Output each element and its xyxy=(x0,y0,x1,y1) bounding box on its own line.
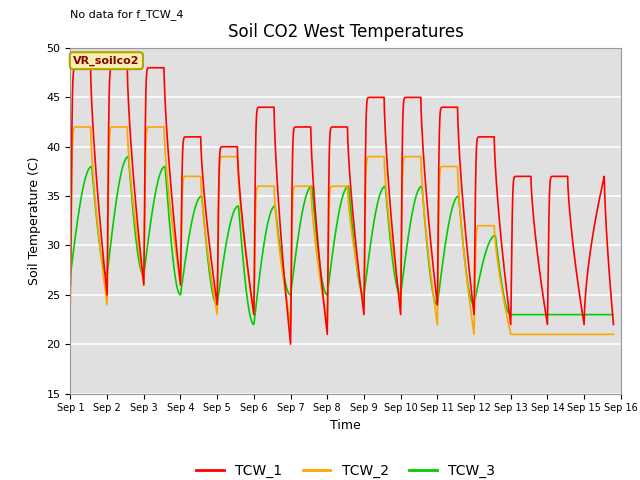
TCW_1 xyxy=(305,124,312,130)
TCW_3 xyxy=(100,266,108,272)
TCW_3 xyxy=(502,304,510,310)
Text: VR_soilco2: VR_soilco2 xyxy=(73,56,140,66)
TCW_3 xyxy=(148,210,156,216)
Line: TCW_1: TCW_1 xyxy=(70,68,614,344)
TCW_2 xyxy=(323,322,331,327)
TCW_3 xyxy=(321,289,329,295)
Y-axis label: Soil Temperature (C): Soil Temperature (C) xyxy=(28,156,41,285)
TCW_1 xyxy=(568,234,576,240)
Text: No data for f_TCW_4: No data for f_TCW_4 xyxy=(70,10,184,20)
TCW_3 xyxy=(609,312,616,317)
TCW_2 xyxy=(124,124,131,130)
TCW_3 xyxy=(250,322,258,327)
TCW_1 xyxy=(324,319,332,325)
Line: TCW_2: TCW_2 xyxy=(70,127,614,335)
Legend: TCW_1, TCW_2, TCW_3: TCW_1, TCW_2, TCW_3 xyxy=(190,458,501,480)
TCW_2 xyxy=(77,124,85,130)
X-axis label: Time: Time xyxy=(330,419,361,432)
TCW_1 xyxy=(287,341,294,347)
TCW_1 xyxy=(170,209,177,215)
TCW_2 xyxy=(289,201,296,207)
TCW_1 xyxy=(124,65,131,71)
TCW_2 xyxy=(470,332,478,337)
TCW_2 xyxy=(610,332,618,337)
TCW_3 xyxy=(67,272,74,278)
Title: Soil CO2 West Temperatures: Soil CO2 West Temperatures xyxy=(228,23,463,41)
TCW_1 xyxy=(289,145,296,151)
Line: TCW_3: TCW_3 xyxy=(70,156,612,324)
TCW_2 xyxy=(170,229,177,235)
TCW_1 xyxy=(67,282,74,288)
TCW_1 xyxy=(610,322,618,327)
TCW_3 xyxy=(253,289,261,295)
TCW_2 xyxy=(67,302,74,308)
TCW_3 xyxy=(125,154,132,159)
TCW_2 xyxy=(305,183,312,189)
TCW_2 xyxy=(568,332,576,337)
TCW_1 xyxy=(77,65,85,71)
TCW_3 xyxy=(229,211,237,216)
